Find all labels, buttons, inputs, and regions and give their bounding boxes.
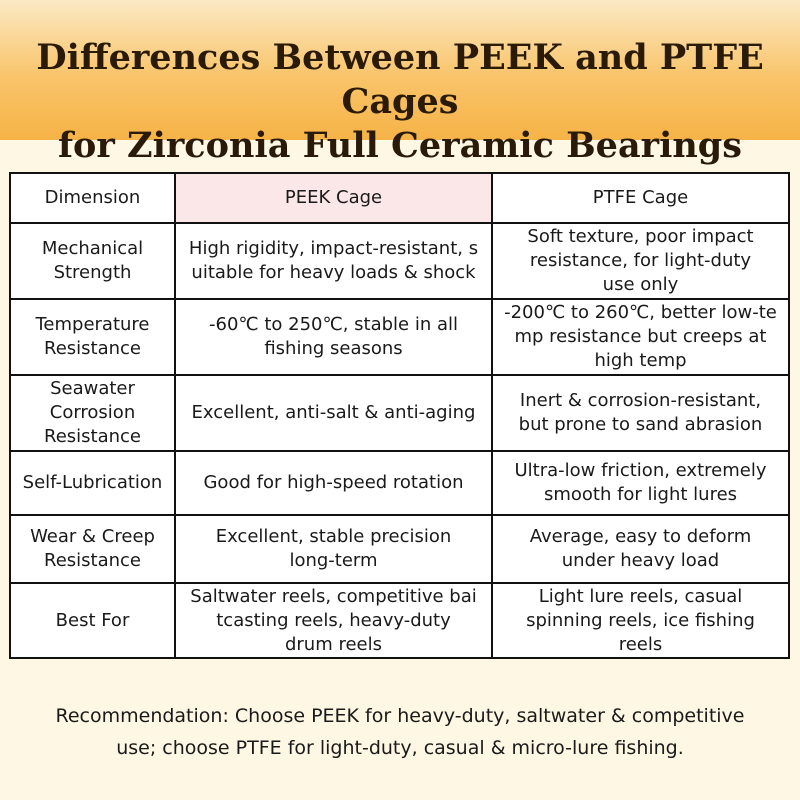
cell-line: Excellent, stable precision [215,526,452,547]
header-cell-ptfe: PTFE Cage [493,174,788,222]
title-line-2: for Zirconia Full Ceramic Bearings [58,125,742,166]
cell-line: Light lure reels, casual [538,585,743,607]
page-title: Differences Between PEEK and PTFE Cages … [0,36,800,168]
cell-line: Resistance [44,426,141,447]
recommendation-line-2: use; choose PTFE for light-duty, casual … [116,737,684,759]
cell-line: Excellent, anti-salt & anti-aging [191,402,476,423]
table-cell-dimension: Seawater Corrosion Resistance [11,376,174,450]
cell-line: Temperature [35,314,150,335]
cell-text: Average, easy to deform under heavy load [530,525,751,573]
cell-line: Best For [55,609,130,631]
table-cell-peek: Good for high-speed rotation [176,452,491,514]
row-divider [11,374,788,376]
recommendation-text: Recommendation: Choose PEEK for heavy-du… [0,700,800,764]
cell-text: Wear & Creep Resistance [30,525,155,573]
header-banner [0,0,800,140]
cell-line: Seawater [50,378,135,399]
cell-line: mp resistance but creeps at [514,326,767,347]
cell-line: uitable for heavy loads & shock [191,262,476,283]
cell-line: Wear & Creep [30,526,155,547]
cell-line: High rigidity, impact-resistant, s [188,238,479,259]
cell-line: smooth for light lures [543,484,738,505]
recommendation-line-1: Recommendation: Choose PEEK for heavy-du… [55,705,745,727]
cell-text: Inert & corrosion-resistant, but prone to… [519,389,763,437]
cell-text: Excellent, anti-salt & anti-aging [192,401,476,425]
cell-text: Ultra-low friction, extremely smooth for … [515,459,767,507]
comparison-table: Dimension PEEK Cage PTFE Cage Mechanical Str… [9,172,790,659]
table-cell-dimension: Mechanical Strength [11,224,174,298]
cell-line: tcasting reels, heavy-duty [216,609,451,631]
cell-line: Resistance [44,550,141,571]
cell-text: Best For [56,609,130,633]
table-cell-peek: Excellent, anti-salt & anti-aging [176,376,491,450]
cell-text: Light lure reels, casual spinning reels, … [526,585,755,657]
cell-text: High rigidity, impact-resistant, s uitabl… [189,237,478,285]
header-label: PEEK Cage [284,187,383,208]
row-divider [11,582,788,584]
row-divider [11,514,788,516]
table-cell-ptfe: -200℃ to 260℃, better low-te mp resistanc… [493,300,788,374]
cell-text: Temperature Resistance [35,313,149,361]
table-cell-peek: High rigidity, impact-resistant, s uitabl… [176,224,491,298]
header-cell-dimension: Dimension [11,174,174,222]
table-cell-peek: -60℃ to 250℃, stable in all fishing seaso… [176,300,491,374]
cell-line: Mechanical [41,238,144,259]
header-label: Dimension [44,187,141,208]
table-cell-dimension: Wear & Creep Resistance [11,516,174,582]
cell-line: spinning reels, ice fishing [526,609,755,631]
cell-text: Soft texture, poor impact resistance, for… [527,225,753,297]
cell-line: Average, easy to deform [529,526,752,547]
cell-line: Soft texture, poor impact [527,226,754,247]
table-cell-dimension: Temperature Resistance [11,300,174,374]
cell-text: Saltwater reels, competitive bai tcasting… [190,585,476,657]
cell-line: Resistance [44,338,141,359]
cell-line: under heavy load [561,550,720,571]
cell-line: use only [602,274,679,295]
table-cell-peek: Excellent, stable precision long-term [176,516,491,582]
cell-text: Mechanical Strength [42,237,143,285]
cell-line: high temp [594,350,687,371]
cell-line: -60℃ to 250℃, stable in all [209,314,458,335]
cell-line: but prone to sand abrasion [518,414,763,435]
column-divider [491,174,493,657]
cell-line: long-term [289,550,378,571]
cell-line: Self-Lubrication [22,472,163,493]
cell-line: Strength [53,262,132,283]
cell-text: -60℃ to 250℃, stable in all fishing seaso… [209,313,458,361]
column-divider [174,174,176,657]
cell-line: drum reels [284,633,383,655]
cell-text: Excellent, stable precision long-term [216,525,452,573]
title-line-1: Differences Between PEEK and PTFE Cages [36,37,764,122]
row-divider [11,222,788,224]
cell-line: Ultra-low friction, extremely [514,460,767,481]
cell-line: -200℃ to 260℃, better low-te [504,302,777,323]
cell-line: resistance, for light-duty [529,250,752,271]
table-cell-ptfe: Ultra-low friction, extremely smooth for … [493,452,788,514]
cell-line: Good for high-speed rotation [203,472,464,493]
table-cell-ptfe: Inert & corrosion-resistant, but prone to… [493,376,788,450]
header-cell-peek: PEEK Cage [176,174,491,222]
table-cell-peek: Saltwater reels, competitive bai tcasting… [176,584,491,657]
table-cell-ptfe: Light lure reels, casual spinning reels, … [493,584,788,657]
cell-line: Inert & corrosion-resistant, [519,390,762,411]
table-cell-dimension: Self-Lubrication [11,452,174,514]
cell-line: reels [618,633,663,655]
header-label: PTFE Cage [592,187,689,208]
table-cell-ptfe: Soft texture, poor impact resistance, for… [493,224,788,298]
table-cell-ptfe: Average, easy to deform under heavy load [493,516,788,582]
cell-text: Good for high-speed rotation [203,471,463,495]
cell-line: Saltwater reels, competitive bai [190,585,477,607]
row-divider [11,298,788,300]
cell-text: Self-Lubrication [23,471,163,495]
cell-text: -200℃ to 260℃, better low-te mp resistanc… [504,301,777,373]
cell-text: Seawater Corrosion Resistance [44,377,141,449]
row-divider [11,450,788,452]
table-cell-dimension: Best For [11,584,174,657]
cell-line: fishing seasons [264,338,403,359]
cell-line: Corrosion [49,402,136,423]
